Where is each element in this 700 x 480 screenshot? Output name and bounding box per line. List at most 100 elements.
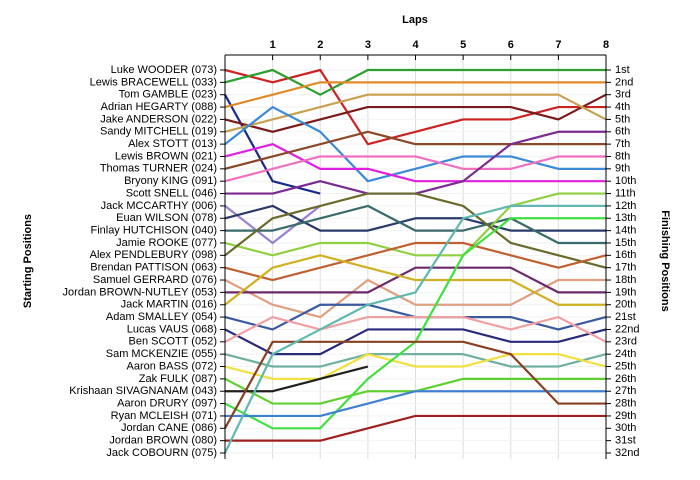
y-tick-label: Jordan BROWN (080) <box>109 435 217 447</box>
y-tick-label: Alex STOTT (013) <box>128 138 217 150</box>
x-tick-label: 4 <box>412 39 419 51</box>
y-tick-label: Bryony KING (091) <box>124 175 217 187</box>
y-tick-label: Jack MARTIN (016) <box>121 299 217 311</box>
y2-tick-label: 29th <box>615 410 636 422</box>
y2-tick-label: 12th <box>615 200 636 212</box>
y2-tick-label: 10th <box>615 175 636 187</box>
axes: 1 2 3 4 5 6 7 8 Luke WOODER (073)Lewis BRACEWELL… <box>63 39 639 459</box>
series-line <box>224 205 321 245</box>
y-tick-label: Samuel GERRARD (076) <box>93 274 217 286</box>
x-tick-label: 1 <box>270 39 276 51</box>
y-tick-label: Ben SCOTT (052) <box>129 336 217 348</box>
y-tick-label: Euan WILSON (078) <box>116 212 217 224</box>
y-tick-label: Lucas VAUS (068) <box>127 323 217 335</box>
y-tick-label: Sam MCKENZIE (055) <box>106 348 217 360</box>
y-tick-label: Jordan BROWN-NUTLEY (053) <box>63 286 217 298</box>
y-tick-label: Jake ANDERSON (022) <box>100 113 217 125</box>
y-tick-label: Sandy MITCHELL (019) <box>100 126 217 138</box>
y-tick-label: Aaron DRURY (097) <box>117 397 217 409</box>
y-tick-label: Luke WOODER (073) <box>111 64 217 76</box>
x-tick-label: 7 <box>555 39 561 51</box>
y-tick-label: Thomas TURNER (024) <box>100 163 217 175</box>
x-tick-label: 6 <box>508 39 514 51</box>
y2-tick-label: 11th <box>615 187 636 199</box>
y2-tick-label: 28th <box>615 397 636 409</box>
y-tick-label: Jordan CANE (086) <box>121 422 217 434</box>
series-line <box>224 105 606 183</box>
y2-tick-label: 15th <box>615 237 636 249</box>
series-line <box>225 414 606 442</box>
x-tick-label: 3 <box>365 39 371 51</box>
y2-tick-label: 22nd <box>615 323 639 335</box>
series-line <box>225 390 606 418</box>
series-line <box>224 192 606 257</box>
y2-tick-label: 18th <box>615 274 636 286</box>
y2-tick-label: 2nd <box>615 76 633 88</box>
y2-tick-label: 23rd <box>615 336 637 348</box>
series-line <box>224 155 606 183</box>
y2-tick-label: 3rd <box>615 89 631 101</box>
series-line <box>224 353 607 380</box>
y2-tick-label: 25th <box>615 360 636 372</box>
y2-tick-label: 32nd <box>615 447 639 459</box>
x-axis-label: Laps <box>402 14 428 26</box>
y-tick-label: Krishaan SIVAGNANAM (043) <box>69 385 217 397</box>
y2-tick-label: 24th <box>615 348 636 360</box>
series-line <box>225 266 606 294</box>
y-tick-label: Zak FULK (087) <box>139 373 217 385</box>
series-line <box>224 328 607 356</box>
y2-tick-label: 6th <box>615 126 630 138</box>
y2-tick-label: 7th <box>615 138 630 150</box>
y-tick-label: Jack COBOURN (075) <box>106 447 217 459</box>
y2-tick-label: 16th <box>615 249 636 261</box>
y-tick-label: Jamie ROOKE (077) <box>116 237 217 249</box>
y2-tick-label: 21st <box>615 311 636 323</box>
y2-tick-label: 26th <box>615 373 636 385</box>
series-line <box>224 254 606 306</box>
y2-tick-label: 4th <box>615 101 630 113</box>
x-tick-label: 2 <box>317 39 323 51</box>
series-line <box>224 192 607 269</box>
y-tick-label: Ryan MCLEISH (071) <box>111 410 217 422</box>
y-tick-label: Alex PENDLEBURY (098) <box>90 249 217 261</box>
series-line <box>224 340 606 429</box>
y-tick-label: Aaron BASS (072) <box>127 360 218 372</box>
y2-tick-label: 13th <box>615 212 636 224</box>
y-tick-label: Jack MCCARTHY (006) <box>101 200 217 212</box>
series-line <box>224 68 606 96</box>
series-line <box>224 204 606 454</box>
y2-tick-label: 5th <box>615 113 630 125</box>
y2-tick-label: 8th <box>615 150 630 162</box>
y2-tick-label: 17th <box>615 262 636 274</box>
lines <box>224 68 607 454</box>
y2-tick-label: 19th <box>615 286 636 298</box>
series-line <box>225 365 369 393</box>
y-tick-label: Brendan PATTISON (063) <box>90 262 217 274</box>
y2-tick-label: 1st <box>615 64 630 76</box>
y2-axis-label: Finishing Positions <box>659 210 671 311</box>
series-line <box>224 93 607 133</box>
y-tick-label: Adam SMALLEY (054) <box>106 311 217 323</box>
series-line <box>224 241 607 282</box>
y2-tick-label: 31st <box>615 435 636 447</box>
x-tick-label: 8 <box>603 39 609 51</box>
y-tick-label: Lewis BROWN (021) <box>115 150 217 162</box>
series-line <box>224 81 606 109</box>
y-axis-label: Starting Positions <box>22 214 34 308</box>
y-tick-label: Adrian HEGARTY (088) <box>101 101 217 113</box>
series-line <box>224 353 607 368</box>
series-line <box>224 130 606 170</box>
y2-tick-label: 20th <box>615 299 636 311</box>
y-tick-label: Lewis BRACEWELL (033) <box>90 76 217 88</box>
y2-tick-label: 30th <box>615 422 636 434</box>
y2-tick-label: 27th <box>615 385 636 397</box>
y2-tick-label: 14th <box>615 225 636 237</box>
series-line <box>225 204 606 245</box>
y2-tick-label: 9th <box>615 163 630 175</box>
y-tick-label: Finlay HUTCHISON (040) <box>90 225 217 237</box>
y-tick-label: Tom GAMBLE (023) <box>119 89 217 101</box>
x-tick-label: 5 <box>460 39 466 51</box>
series-line <box>224 278 606 319</box>
